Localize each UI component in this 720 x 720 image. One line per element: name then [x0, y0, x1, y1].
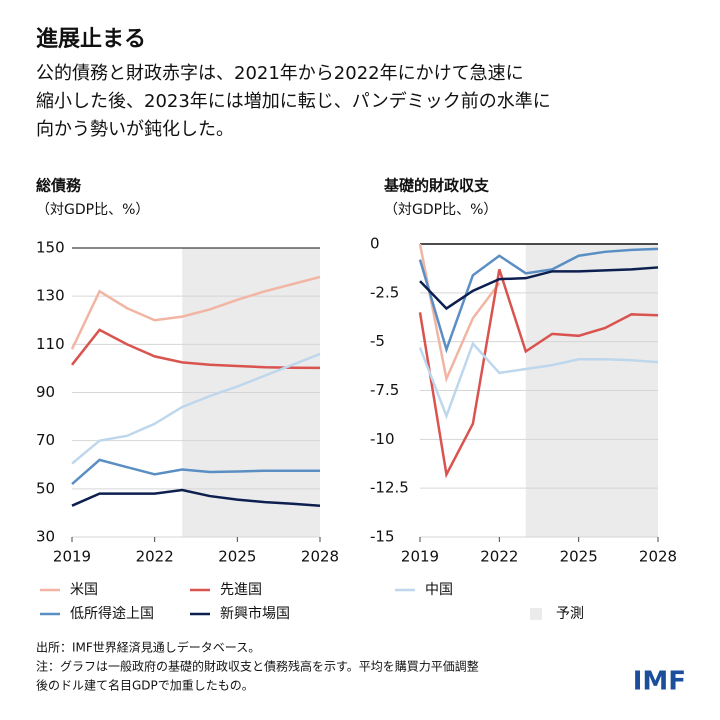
y-tick-label: -12.5 — [370, 479, 409, 497]
panel-title: 総債務 — [36, 177, 82, 195]
note: 後のドル建て名目GDPで加重したもの。 — [36, 678, 254, 693]
note: 出所：IMF世界経済見通しデータベース。 — [36, 640, 260, 655]
panel-subtitle: （対GDP比、%） — [36, 202, 149, 218]
panel-title: 基礎的財政収支 — [383, 177, 490, 195]
x-tick-label: 2025 — [560, 548, 598, 566]
x-tick-label: 2028 — [301, 548, 339, 566]
y-tick-label: 0 — [370, 235, 380, 253]
y-tick-label: 30 — [36, 528, 55, 546]
y-tick-label: 130 — [36, 287, 65, 305]
y-tick-label: -7.5 — [370, 381, 399, 399]
series-line — [418, 247, 659, 354]
note: 注：グラフは一般政府の基礎的財政収支と債務残高を示す。平均を購買力平価調整 — [36, 659, 479, 674]
y-tick-label: -2.5 — [370, 283, 399, 301]
series-line — [71, 328, 321, 370]
x-tick-label: 2019 — [401, 548, 439, 566]
subtitle: 向かう勢いが鈍化した。 — [36, 119, 234, 140]
legend-label: 低所得途上国 — [70, 605, 154, 622]
x-tick-label: 2019 — [53, 548, 91, 566]
series-line — [419, 266, 659, 311]
subtitle: 縮小した後、2023年には増加に転じ、パンデミック前の水準に — [36, 91, 551, 112]
x-tick-label: 2022 — [136, 548, 174, 566]
y-tick-label: 90 — [36, 383, 55, 401]
logo: IMF — [633, 667, 686, 697]
y-tick-label: 50 — [36, 479, 55, 497]
panel-subtitle: （対GDP比、%） — [384, 202, 497, 218]
y-tick-label: 150 — [36, 239, 65, 257]
legend-label: 予測 — [556, 606, 584, 622]
legend-label: 新興市場国 — [220, 605, 290, 622]
series-line — [71, 458, 320, 485]
title: 進展止まる — [36, 27, 146, 52]
series-line — [418, 341, 659, 420]
y-tick-label: 110 — [36, 335, 65, 353]
series-line — [418, 269, 659, 479]
legend-swatch — [530, 608, 542, 620]
x-tick-label: 2025 — [218, 548, 256, 566]
legend-label: 中国 — [425, 582, 453, 598]
series-line — [70, 275, 321, 350]
y-tick-label: 70 — [36, 431, 55, 449]
series-line — [71, 352, 321, 465]
y-tick-label: -5 — [370, 332, 385, 350]
series-line — [71, 488, 321, 507]
x-tick-label: 2022 — [480, 548, 518, 566]
y-tick-label: -10 — [370, 430, 395, 448]
y-tick-label: -15 — [370, 528, 395, 546]
x-tick-label: 2028 — [639, 548, 677, 566]
legend-label: 米国 — [70, 582, 98, 598]
series-line — [418, 243, 501, 383]
legend-label: 先進国 — [220, 582, 262, 598]
subtitle: 公的債務と財政赤字は、2021年から2022年にかけて急速に — [36, 63, 524, 84]
